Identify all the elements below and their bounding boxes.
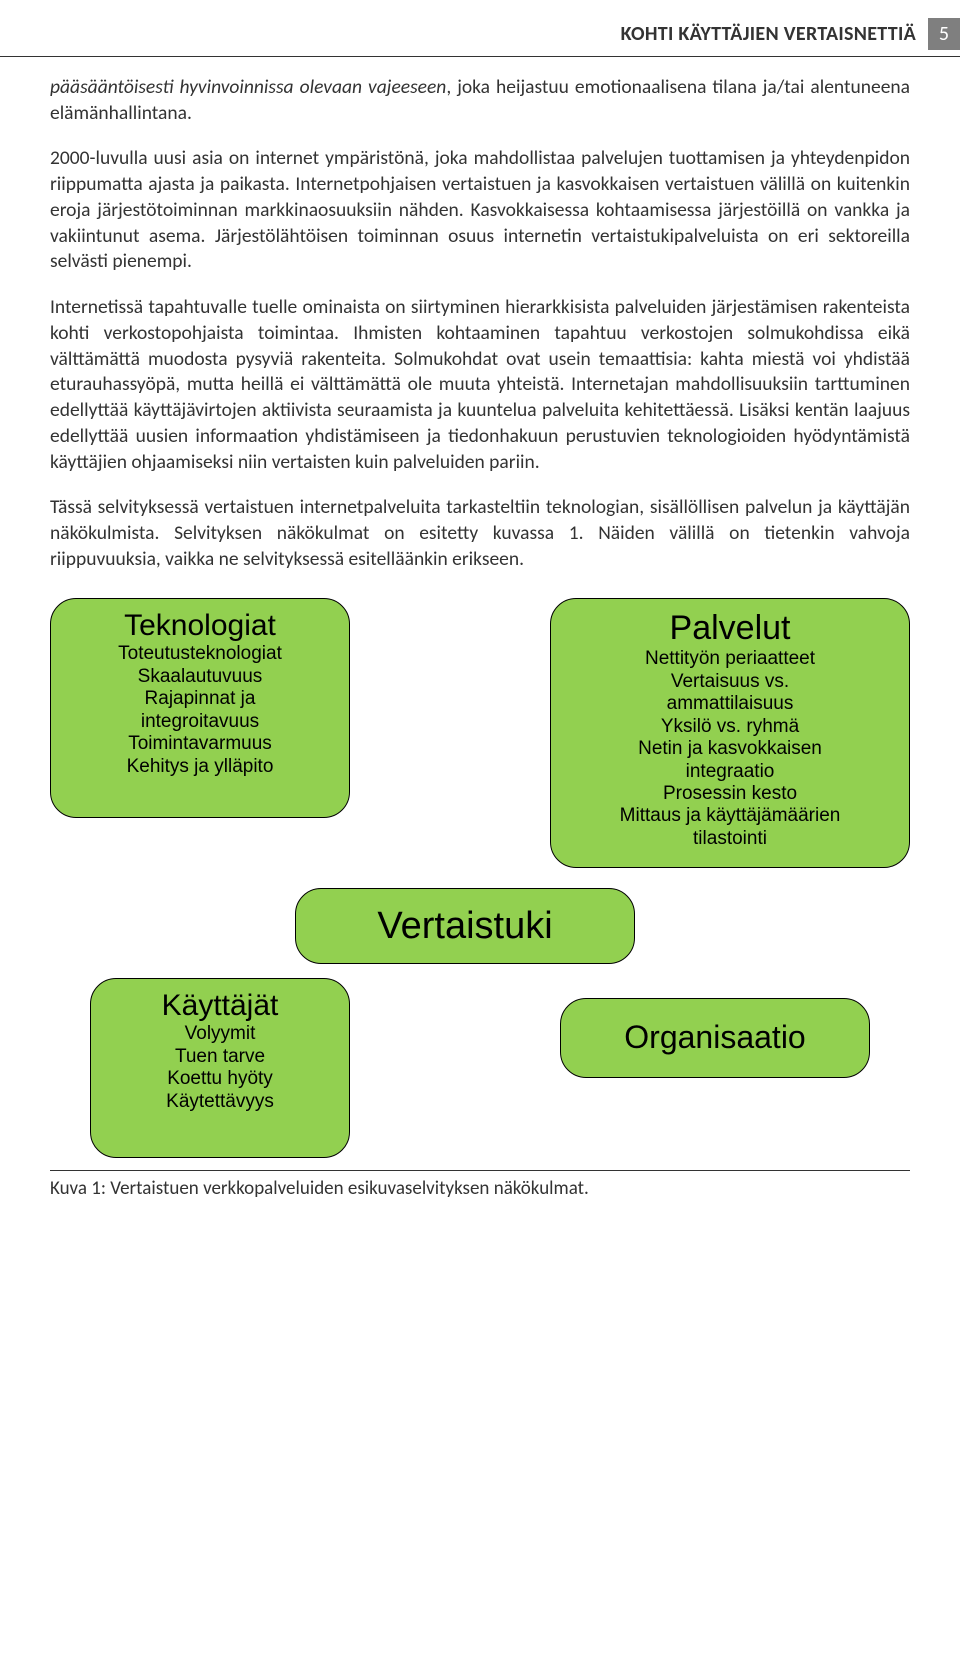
box-teknologiat: Teknologiat ToteutusteknologiatSkaalautu…: [50, 598, 350, 818]
body-content: pääsääntöisesti hyvinvoinnissa olevaan v…: [0, 75, 960, 572]
box-organisaatio-title: Organisaatio: [624, 1019, 805, 1056]
box-item-line: Skaalautuvuus: [118, 666, 282, 688]
box-item-line: Netin ja kasvokkaisen: [620, 738, 841, 760]
box-item-line: Kehitys ja ylläpito: [118, 756, 282, 778]
box-item-line: Yksilö vs. ryhmä: [620, 716, 841, 738]
box-item-line: integroitavuus: [118, 711, 282, 733]
box-item-line: Koettu hyöty: [166, 1068, 274, 1090]
box-vertaistuki: Vertaistuki: [295, 888, 635, 964]
box-item-line: Volyymit: [166, 1023, 274, 1045]
paragraph-4: Tässä selvityksessä vertaistuen internet…: [50, 495, 910, 572]
box-item-line: tilastointi: [620, 828, 841, 850]
box-kayttajat-items: VolyymitTuen tarveKoettu hyötyKäytettävy…: [166, 1023, 274, 1113]
diagram-container: Teknologiat ToteutusteknologiatSkaalautu…: [0, 592, 960, 1158]
box-item-line: Nettityön periaatteet: [620, 648, 841, 670]
figure-caption: Kuva 1: Vertaistuen verkkopalveluiden es…: [0, 1177, 960, 1220]
diagram: Teknologiat ToteutusteknologiatSkaalautu…: [50, 598, 910, 1158]
box-item-line: Mittaus ja käyttäjämäärien: [620, 805, 841, 827]
page-header: KOHTI KÄYTTÄJIEN VERTAISNETTIÄ 5: [0, 0, 960, 56]
box-item-line: Prosessin kesto: [620, 783, 841, 805]
page-number-badge: 5: [928, 18, 960, 50]
page-number: 5: [939, 22, 949, 46]
box-teknologiat-title: Teknologiat: [124, 609, 276, 643]
box-item-line: Toimintavarmuus: [118, 733, 282, 755]
box-teknologiat-items: ToteutusteknologiatSkaalautuvuusRajapinn…: [118, 643, 282, 777]
box-item-line: Vertaisuus vs.: [620, 671, 841, 693]
box-item-line: Käytettävyys: [166, 1091, 274, 1113]
box-palvelut-title: Palvelut: [670, 609, 791, 648]
box-palvelut: Palvelut Nettityön periaatteetVertaisuus…: [550, 598, 910, 868]
box-kayttajat: Käyttäjät VolyymitTuen tarveKoettu hyöty…: [90, 978, 350, 1158]
box-item-line: ammattilaisuus: [620, 693, 841, 715]
box-kayttajat-title: Käyttäjät: [162, 989, 279, 1023]
box-item-line: Toteutusteknologiat: [118, 643, 282, 665]
box-item-line: Tuen tarve: [166, 1046, 274, 1068]
header-title: KOHTI KÄYTTÄJIEN VERTAISNETTIÄ: [621, 22, 916, 46]
box-vertaistuki-title: Vertaistuki: [377, 905, 552, 948]
caption-divider: [50, 1170, 910, 1171]
paragraph-2: 2000-luvulla uusi asia on internet ympär…: [50, 146, 910, 275]
box-organisaatio: Organisaatio: [560, 998, 870, 1078]
box-item-line: Rajapinnat ja: [118, 688, 282, 710]
box-item-line: integraatio: [620, 761, 841, 783]
header-divider: [0, 56, 960, 57]
paragraph-1-italic: pääsääntöisesti hyvinvoinnissa olevaan v…: [50, 75, 446, 99]
box-palvelut-items: Nettityön periaatteetVertaisuus vs.ammat…: [620, 648, 841, 850]
paragraph-1: pääsääntöisesti hyvinvoinnissa olevaan v…: [50, 75, 910, 126]
paragraph-3: Internetissä tapahtuvalle tuelle ominais…: [50, 295, 910, 475]
